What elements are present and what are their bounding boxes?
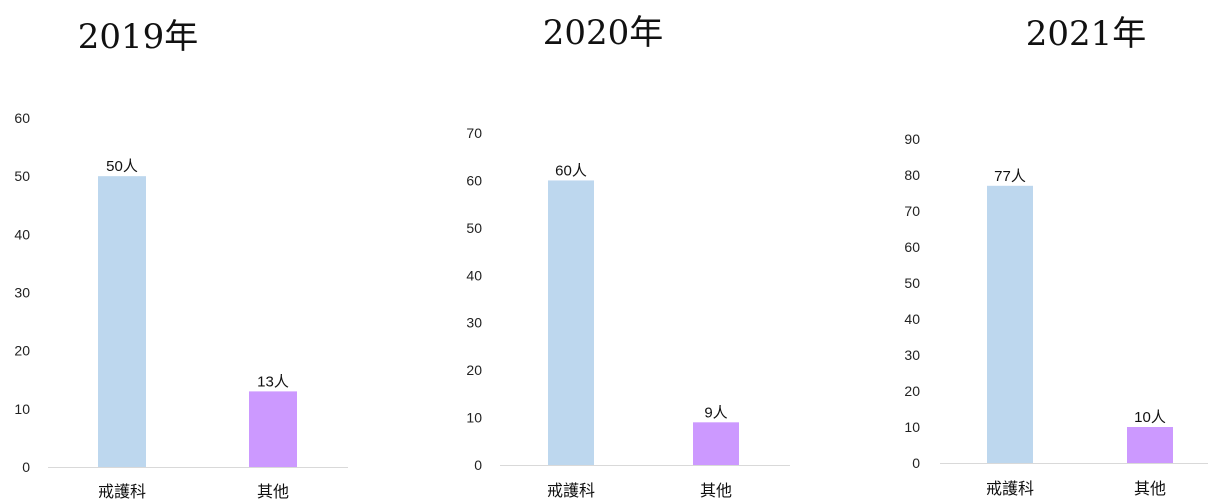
x-category-label: 其他 <box>700 481 732 500</box>
data-label: 50人 <box>106 158 138 175</box>
data-label: 9人 <box>704 404 727 421</box>
data-label: 13人 <box>257 373 289 390</box>
y-tick-label: 50 <box>466 220 482 236</box>
y-tick-label: 30 <box>14 285 30 301</box>
chart-title: 2021年 <box>1026 14 1147 54</box>
y-tick-label: 60 <box>904 239 920 255</box>
x-category-label: 其他 <box>257 482 289 501</box>
data-label: 10人 <box>1134 409 1166 426</box>
y-tick-label: 60 <box>466 172 482 188</box>
y-tick-label: 50 <box>14 168 30 184</box>
bar-category-2 <box>249 391 297 467</box>
bar-category-2 <box>1127 427 1173 463</box>
bar-category-1 <box>548 180 594 465</box>
y-tick-label: 20 <box>904 383 920 399</box>
y-tick-label: 10 <box>14 401 30 417</box>
y-tick-label: 80 <box>904 167 920 183</box>
chart-title: 2020年 <box>543 13 664 53</box>
y-tick-label: 50 <box>904 275 920 291</box>
y-tick-label: 0 <box>912 455 920 471</box>
y-tick-label: 10 <box>904 419 920 435</box>
x-category-label: 戒護科 <box>98 482 146 501</box>
y-tick-label: 70 <box>466 125 482 141</box>
y-tick-label: 0 <box>22 459 30 475</box>
y-tick-label: 90 <box>904 131 920 147</box>
y-tick-label: 10 <box>466 410 482 426</box>
x-category-label: 戒護科 <box>547 481 595 500</box>
y-tick-label: 30 <box>904 347 920 363</box>
y-tick-label: 20 <box>466 362 482 378</box>
y-tick-label: 40 <box>466 267 482 283</box>
chart-title: 2019年 <box>78 17 199 57</box>
y-tick-label: 0 <box>474 457 482 473</box>
bar-category-1 <box>987 185 1033 464</box>
y-tick-label: 20 <box>14 343 30 359</box>
data-label: 60人 <box>555 162 587 179</box>
data-label: 77人 <box>994 168 1026 185</box>
y-tick-label: 70 <box>904 203 920 219</box>
y-tick-label: 40 <box>904 311 920 327</box>
bar-category-2 <box>693 422 739 465</box>
y-tick-label: 30 <box>466 315 482 331</box>
x-category-label: 戒護科 <box>986 479 1034 498</box>
y-tick-label: 40 <box>14 226 30 242</box>
bar-category-1 <box>98 176 146 467</box>
y-tick-label: 60 <box>14 110 30 126</box>
x-category-label: 其他 <box>1134 479 1166 498</box>
